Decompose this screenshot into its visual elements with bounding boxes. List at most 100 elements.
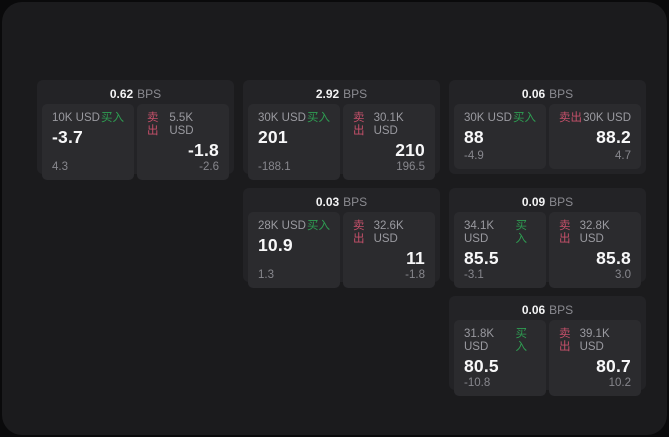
- buy-price-value: 201: [258, 127, 288, 147]
- quote-panels: 30K USD 买入 201 -188.1 卖出 30.1K USD 210 1…: [248, 104, 435, 180]
- sell-panel-header: 卖出 32.6K USD: [353, 220, 425, 246]
- sell-price-value: -1.8: [188, 140, 219, 160]
- sell-notional-amount: 32.6K USD: [373, 220, 404, 245]
- buy-notional-amount: 34.1K USD: [464, 220, 495, 245]
- quote-card: 0.62 BPS 10K USD 买入 -3.7 4.3 卖出 5.5K USD…: [37, 80, 234, 180]
- sell-notional-amount: 32.8K USD: [579, 220, 610, 245]
- buy-price-value: 88: [464, 127, 484, 147]
- bps-value: 0.03: [315, 194, 340, 209]
- sell-sub-value: -2.6: [199, 161, 219, 173]
- buy-panel-header: 30K USD 买入: [258, 112, 330, 125]
- buy-notional-amount: 28K USD: [258, 220, 306, 232]
- sell-side-tag: 卖出: [559, 112, 582, 124]
- sell-panel-header: 卖出 32.8K USD: [559, 220, 631, 246]
- buy-sub-value: -4.9: [464, 150, 484, 162]
- buy-side-tag: 买入: [515, 328, 527, 353]
- sell-sub-value: 10.2: [608, 377, 631, 389]
- sell-panel-header: 卖出 39.1K USD: [559, 328, 631, 354]
- bps-suffix-label: BPS: [137, 86, 162, 101]
- card-bps-header: 0.03 BPS: [248, 193, 435, 212]
- sell-quote-panel[interactable]: 卖出 30K USD 88.2 4.7: [549, 104, 641, 169]
- bps-suffix-label: BPS: [549, 194, 574, 209]
- buy-side-tag: 买入: [515, 220, 527, 245]
- buy-sub-value: -3.1: [464, 269, 484, 281]
- bps-value: 0.06: [521, 302, 546, 317]
- sell-quote-panel[interactable]: 卖出 30.1K USD 210 196.5: [343, 104, 435, 180]
- quote-card: 0.03 BPS 28K USD 买入 10.9 1.3 卖出 32.6K US…: [243, 188, 440, 288]
- buy-price-value: 80.5: [464, 356, 499, 376]
- sell-quote-panel[interactable]: 卖出 32.8K USD 85.8 3.0: [549, 212, 641, 288]
- sell-sub-value: -1.8: [405, 269, 425, 281]
- quote-panels: 28K USD 买入 10.9 1.3 卖出 32.6K USD 11 -1.8: [248, 212, 435, 288]
- sell-notional-amount: 30K USD: [583, 112, 631, 124]
- bps-suffix-label: BPS: [343, 86, 368, 101]
- sell-price-value: 85.8: [596, 248, 631, 268]
- buy-quote-panel[interactable]: 28K USD 买入 10.9 1.3: [248, 212, 340, 288]
- buy-quote-panel[interactable]: 10K USD 买入 -3.7 4.3: [42, 104, 134, 180]
- buy-side-tag: 买入: [307, 220, 330, 232]
- sell-side-tag: 卖出: [353, 112, 365, 137]
- buy-notional-amount: 30K USD: [464, 112, 512, 124]
- bps-value: 0.09: [521, 194, 546, 209]
- sell-price-value: 80.7: [596, 356, 631, 376]
- buy-quote-panel[interactable]: 30K USD 买入 88 -4.9: [454, 104, 546, 169]
- buy-side-tag: 买入: [101, 112, 124, 124]
- card-bps-header: 2.92 BPS: [248, 85, 435, 104]
- sell-quote-panel[interactable]: 卖出 39.1K USD 80.7 10.2: [549, 320, 641, 396]
- quote-card: 2.92 BPS 30K USD 买入 201 -188.1 卖出 30.1K …: [243, 80, 440, 180]
- buy-quote-panel[interactable]: 34.1K USD 买入 85.5 -3.1: [454, 212, 546, 288]
- buy-price-value: 85.5: [464, 248, 499, 268]
- buy-notional-amount: 30K USD: [258, 112, 306, 124]
- sell-quote-panel[interactable]: 卖出 32.6K USD 11 -1.8: [343, 212, 435, 288]
- sell-sub-value: 196.5: [396, 161, 425, 173]
- quote-panels: 30K USD 买入 88 -4.9 卖出 30K USD 88.2 4.7: [454, 104, 641, 169]
- sell-panel-header: 卖出 30K USD: [559, 112, 631, 125]
- bps-suffix-label: BPS: [343, 194, 368, 209]
- buy-panel-header: 31.8K USD 买入: [464, 328, 536, 354]
- bps-value: 0.06: [521, 86, 546, 101]
- quote-cards-grid: 0.62 BPS 10K USD 买入 -3.7 4.3 卖出 5.5K USD…: [37, 80, 646, 396]
- bps-suffix-label: BPS: [549, 86, 574, 101]
- sell-panel-header: 卖出 30.1K USD: [353, 112, 425, 138]
- buy-quote-panel[interactable]: 31.8K USD 买入 80.5 -10.8: [454, 320, 546, 396]
- sell-notional-amount: 39.1K USD: [579, 328, 610, 353]
- buy-quote-panel[interactable]: 30K USD 买入 201 -188.1: [248, 104, 340, 180]
- sell-price-value: 11: [406, 248, 425, 268]
- buy-sub-value: 4.3: [52, 161, 68, 173]
- buy-panel-header: 28K USD 买入: [258, 220, 330, 233]
- buy-price-value: 10.9: [258, 235, 293, 255]
- bps-value: 0.62: [109, 86, 134, 101]
- card-bps-header: 0.62 BPS: [42, 85, 229, 104]
- buy-panel-header: 30K USD 买入: [464, 112, 536, 125]
- quote-panels: 31.8K USD 买入 80.5 -10.8 卖出 39.1K USD 80.…: [454, 320, 641, 396]
- sell-sub-value: 4.7: [615, 150, 631, 162]
- buy-side-tag: 买入: [513, 112, 536, 124]
- sell-price-value: 88.2: [596, 127, 631, 147]
- buy-panel-header: 10K USD 买入: [52, 112, 124, 125]
- quote-card: 0.06 BPS 31.8K USD 买入 80.5 -10.8 卖出 39.1…: [449, 296, 646, 396]
- buy-price-value: -3.7: [52, 127, 83, 147]
- buy-notional-amount: 10K USD: [52, 112, 100, 124]
- card-bps-header: 0.09 BPS: [454, 193, 641, 212]
- quote-panels: 10K USD 买入 -3.7 4.3 卖出 5.5K USD -1.8 -2.…: [42, 104, 229, 180]
- buy-sub-value: -188.1: [258, 161, 291, 173]
- quote-card: 0.06 BPS 30K USD 买入 88 -4.9 卖出 30K USD 8…: [449, 80, 646, 174]
- bps-suffix-label: BPS: [549, 302, 574, 317]
- sell-sub-value: 3.0: [615, 269, 631, 281]
- sell-side-tag: 卖出: [559, 220, 571, 245]
- sell-notional-amount: 5.5K USD: [169, 112, 194, 137]
- sell-panel-header: 卖出 5.5K USD: [147, 112, 219, 138]
- buy-side-tag: 买入: [307, 112, 330, 124]
- quote-card: 0.09 BPS 34.1K USD 买入 85.5 -3.1 卖出 32.8K…: [449, 188, 646, 288]
- sell-side-tag: 卖出: [559, 328, 571, 353]
- buy-panel-header: 34.1K USD 买入: [464, 220, 536, 246]
- sell-quote-panel[interactable]: 卖出 5.5K USD -1.8 -2.6: [137, 104, 229, 180]
- sell-side-tag: 卖出: [353, 220, 365, 245]
- sell-price-value: 210: [395, 140, 425, 160]
- buy-sub-value: -10.8: [464, 377, 491, 389]
- quote-panels: 34.1K USD 买入 85.5 -3.1 卖出 32.8K USD 85.8…: [454, 212, 641, 288]
- card-bps-header: 0.06 BPS: [454, 85, 641, 104]
- sell-side-tag: 卖出: [147, 112, 159, 137]
- buy-sub-value: 1.3: [258, 269, 274, 281]
